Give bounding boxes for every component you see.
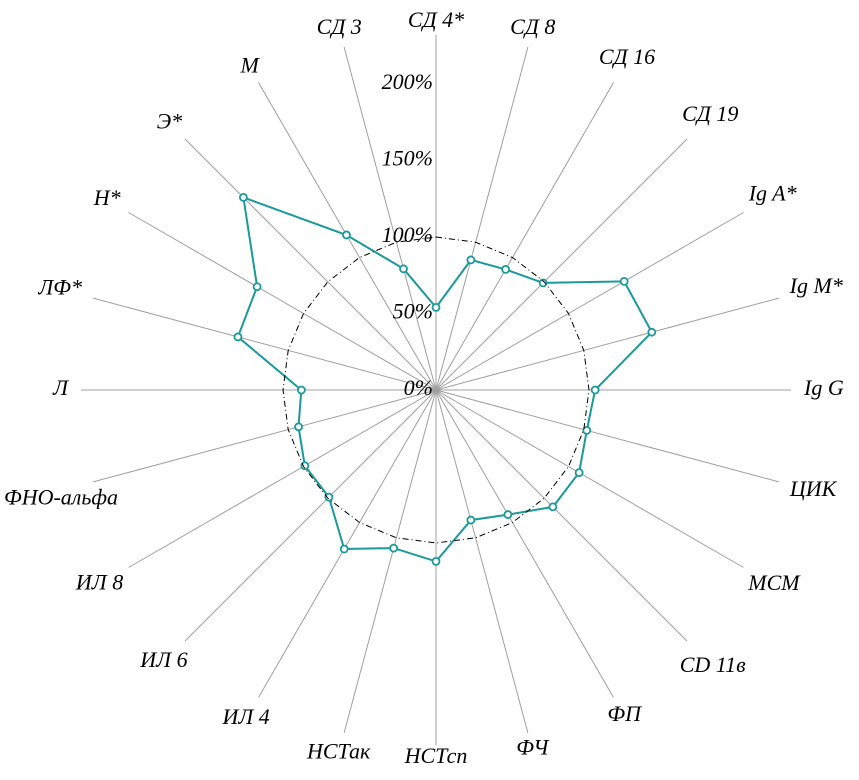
spoke bbox=[184, 389, 437, 642]
radial-tick-label: 150% bbox=[382, 146, 433, 171]
point bbox=[296, 385, 306, 395]
spoke bbox=[92, 389, 437, 483]
spoke bbox=[435, 389, 780, 483]
point bbox=[300, 461, 310, 471]
point bbox=[239, 193, 248, 202]
point bbox=[619, 276, 629, 286]
point bbox=[431, 302, 441, 312]
category-label: СД 16 bbox=[599, 44, 655, 69]
point bbox=[389, 543, 399, 553]
point bbox=[294, 422, 303, 432]
category-label: МСМ bbox=[747, 570, 801, 595]
spoke bbox=[92, 297, 437, 391]
spoke bbox=[184, 138, 437, 391]
category-label: Н* bbox=[93, 185, 121, 210]
radial-tick-label: 0% bbox=[404, 375, 433, 400]
spoke bbox=[435, 389, 688, 642]
category-label: ЦИК bbox=[789, 476, 838, 501]
spoke bbox=[128, 389, 437, 568]
spoke bbox=[435, 82, 614, 391]
point bbox=[324, 492, 334, 502]
category-label: ИЛ 6 bbox=[139, 647, 187, 672]
point bbox=[574, 468, 584, 478]
point bbox=[466, 515, 476, 525]
point bbox=[252, 282, 262, 292]
series-line bbox=[236, 195, 654, 563]
category-label: ФНО-альфа bbox=[4, 485, 118, 510]
radial-tick-label: 200% bbox=[382, 69, 433, 94]
category-label: СД 8 bbox=[510, 14, 555, 39]
point bbox=[647, 327, 657, 337]
category-label: М bbox=[240, 52, 261, 77]
category-label: ФП bbox=[607, 701, 642, 726]
point bbox=[342, 230, 351, 240]
category-label: ИЛ 8 bbox=[75, 569, 123, 594]
spoke bbox=[435, 389, 744, 568]
category-label: ФЧ bbox=[516, 735, 550, 760]
category-label: ЛФ* bbox=[37, 274, 82, 299]
category-label: СД 3 bbox=[317, 14, 362, 39]
point bbox=[590, 385, 600, 395]
category-label: СД 19 bbox=[682, 101, 738, 126]
point bbox=[466, 255, 476, 265]
category-label: ИЛ 4 bbox=[221, 704, 269, 729]
spoke bbox=[435, 297, 780, 391]
spoke bbox=[343, 389, 437, 734]
category-label: CD 11в bbox=[680, 652, 746, 677]
spoke bbox=[343, 46, 437, 391]
category-label: Ig G bbox=[803, 375, 844, 400]
point bbox=[431, 556, 441, 566]
point bbox=[501, 265, 511, 274]
radial-tick-label: 100% bbox=[382, 222, 433, 247]
spoke bbox=[435, 46, 529, 391]
point bbox=[582, 425, 592, 435]
category-label: Л bbox=[52, 375, 69, 400]
category-label: НСТсп bbox=[404, 743, 468, 768]
category-label: Ig A* bbox=[748, 181, 797, 206]
radial-tick-label: 50% bbox=[393, 299, 433, 324]
point bbox=[399, 264, 408, 274]
category-label: Ig M* bbox=[789, 273, 843, 298]
point bbox=[503, 510, 513, 519]
point bbox=[538, 278, 548, 288]
spoke bbox=[128, 212, 437, 391]
point bbox=[548, 502, 558, 512]
spoke bbox=[258, 389, 437, 698]
category-label: Э* bbox=[157, 108, 182, 133]
spoke bbox=[435, 389, 529, 734]
spoke bbox=[435, 389, 614, 698]
spoke bbox=[435, 212, 744, 391]
category-label: СД 4* bbox=[408, 7, 464, 32]
spoke bbox=[435, 138, 688, 391]
reference-line bbox=[282, 236, 590, 544]
point bbox=[233, 332, 243, 342]
category-label: НСТак bbox=[306, 738, 371, 763]
point bbox=[339, 544, 349, 554]
